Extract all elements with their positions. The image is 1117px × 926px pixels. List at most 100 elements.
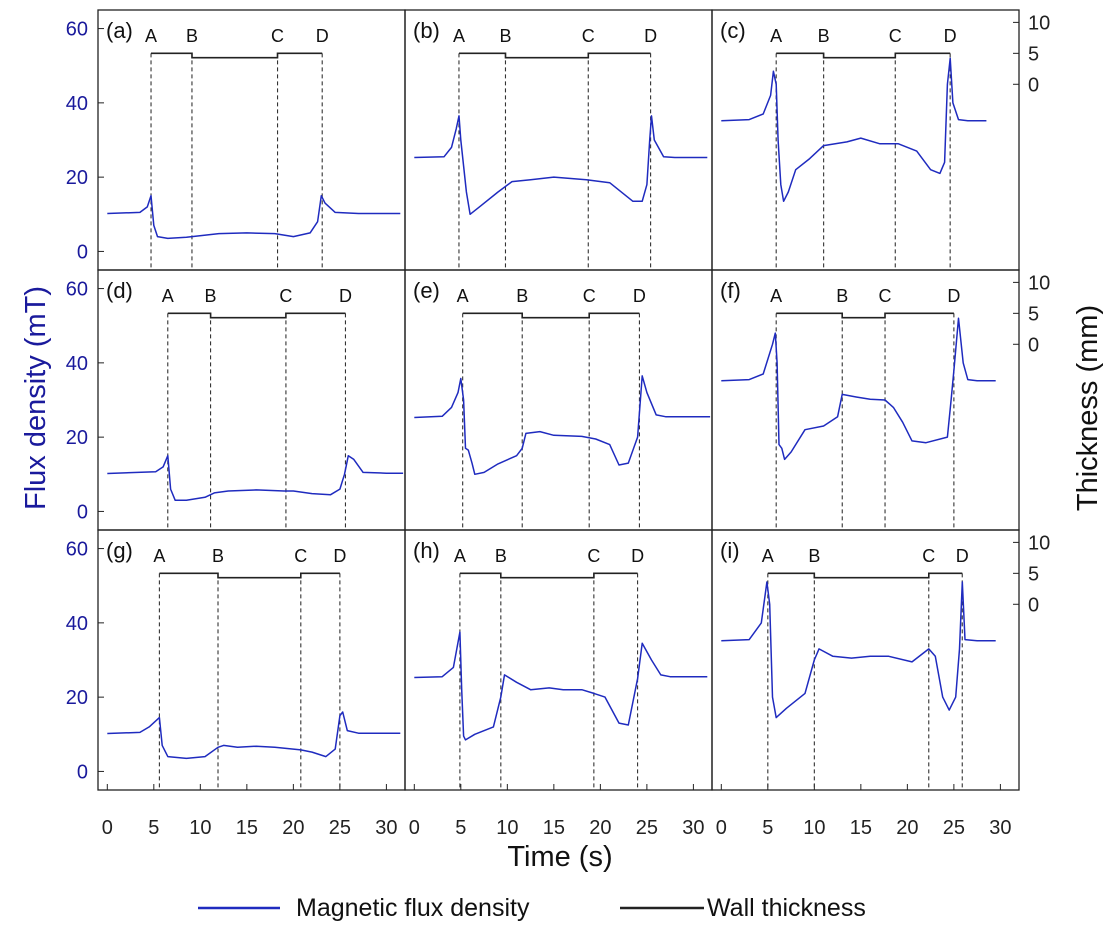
y-tick-label: 20	[66, 427, 88, 449]
panel-e: (e) A B C D	[404, 269, 713, 531]
legend-wall-label: Wall thickness	[707, 894, 866, 922]
x-tick-label: 15	[543, 817, 565, 839]
y-right-tick-label: 0	[1028, 594, 1039, 616]
segment-label-A: A	[453, 26, 465, 46]
segment-label-C: C	[587, 546, 600, 566]
segment-label-A: A	[153, 546, 165, 566]
y-tick-label: 60	[66, 539, 88, 561]
y-right-tick-label: 10	[1028, 272, 1050, 294]
panel-h: (h) A B C D	[404, 529, 713, 791]
x-tick-label: 0	[409, 817, 420, 839]
segment-label-B: B	[818, 26, 830, 46]
y-tick-label: 60	[66, 279, 88, 301]
y-right-tick-label: 5	[1028, 43, 1039, 65]
legend-flux-label: Magnetic flux density	[296, 894, 530, 922]
panel-b: (b) A B C D	[404, 9, 713, 271]
flux-density-line	[721, 581, 996, 719]
panel-frame	[97, 269, 406, 531]
segment-label-C: C	[279, 286, 292, 306]
x-tick-label: 25	[329, 817, 351, 839]
wall-thickness-line	[167, 312, 346, 319]
segment-label-A: A	[145, 26, 157, 46]
segment-label-B: B	[836, 286, 848, 306]
segment-label-A: A	[762, 546, 774, 566]
panel-label: (d)	[106, 278, 133, 303]
segment-label-A: A	[770, 286, 782, 306]
x-tick-label: 10	[803, 817, 825, 839]
y-right-tick-label: 10	[1028, 532, 1050, 554]
segment-label-D: D	[944, 26, 957, 46]
segment-label-C: C	[922, 546, 935, 566]
flux-density-line	[721, 57, 987, 203]
y-right-tick-label: 5	[1028, 563, 1039, 585]
wall-thickness-line	[159, 572, 340, 579]
panel-i: (i) A B C D	[711, 529, 1020, 791]
segment-label-D: D	[333, 546, 346, 566]
panel-frame	[711, 269, 1020, 531]
panel-a: (a) A B C D	[97, 9, 406, 271]
panel-frame	[97, 529, 406, 791]
panel-frame	[97, 9, 406, 271]
y-tick-label: 0	[77, 761, 88, 783]
y-right-tick-label: 10	[1028, 12, 1050, 34]
segment-label-D: D	[633, 286, 646, 306]
y-tick-label: 40	[66, 93, 88, 115]
flux-density-line	[414, 115, 708, 216]
segment-label-A: A	[770, 26, 782, 46]
segment-label-D: D	[339, 286, 352, 306]
flux-density-line	[414, 375, 711, 476]
wall-thickness-line	[776, 52, 951, 59]
y-tick-label: 40	[66, 613, 88, 635]
panel-label: (b)	[413, 18, 440, 43]
panel-frame	[404, 529, 713, 791]
flux-density-line	[721, 317, 996, 461]
flux-density-line	[107, 194, 401, 240]
panel-f: (f) A B C D	[711, 269, 1020, 531]
panel-c: (c) A B C D	[711, 9, 1020, 271]
x-tick-label: 25	[943, 817, 965, 839]
flux-density-line	[414, 631, 708, 741]
x-tick-label: 5	[762, 817, 773, 839]
panel-frame	[711, 529, 1020, 791]
segment-label-A: A	[162, 286, 174, 306]
segment-label-A: A	[454, 546, 466, 566]
y-tick-label: 20	[66, 687, 88, 709]
segment-label-C: C	[889, 26, 902, 46]
y-tick-label: 0	[77, 241, 88, 263]
flux-density-line	[107, 454, 404, 502]
panel-d: (d) A B C D	[97, 269, 406, 531]
x-tick-label: 15	[850, 817, 872, 839]
x-tick-label: 20	[282, 817, 304, 839]
segment-label-C: C	[583, 286, 596, 306]
wall-thickness-line	[459, 52, 651, 59]
segment-label-A: A	[457, 286, 469, 306]
y-right-tick-label: 0	[1028, 74, 1039, 96]
y-tick-label: 20	[66, 167, 88, 189]
segment-label-B: B	[516, 286, 528, 306]
x-tick-label: 0	[102, 817, 113, 839]
legend: Magnetic flux density Wall thickness	[198, 894, 866, 922]
y-right-tick-label: 0	[1028, 334, 1039, 356]
wall-thickness-line	[776, 312, 954, 319]
x-tick-label: 30	[682, 817, 704, 839]
panels-layer: (a) A B C D (b) A B C D (c) A B C D (d) A B C D (e) A B C D (f) A B…	[97, 9, 1020, 791]
panel-label: (f)	[720, 278, 741, 303]
segment-label-C: C	[582, 26, 595, 46]
segment-label-B: B	[212, 546, 224, 566]
x-tick-label: 10	[189, 817, 211, 839]
panel-label: (h)	[413, 538, 440, 563]
x-tick-label: 20	[896, 817, 918, 839]
segment-label-D: D	[644, 26, 657, 46]
segment-label-D: D	[316, 26, 329, 46]
panel-label: (i)	[720, 538, 740, 563]
segment-label-B: B	[495, 546, 507, 566]
wall-thickness-line	[151, 52, 323, 59]
x-tick-label: 20	[589, 817, 611, 839]
x-tick-label: 10	[496, 817, 518, 839]
panel-frame	[404, 9, 713, 271]
x-tick-label: 5	[148, 817, 159, 839]
x-tick-label: 5	[455, 817, 466, 839]
wall-thickness-line	[767, 572, 963, 579]
ticks-layer: 0 20 40 60 0 20 40 60 0 20 40 60 0 5 10 0 5 10 0 5 10 0 5 10 15 2…	[66, 12, 1051, 839]
y-axis-title-right: Thickness (mm)	[1072, 305, 1104, 511]
